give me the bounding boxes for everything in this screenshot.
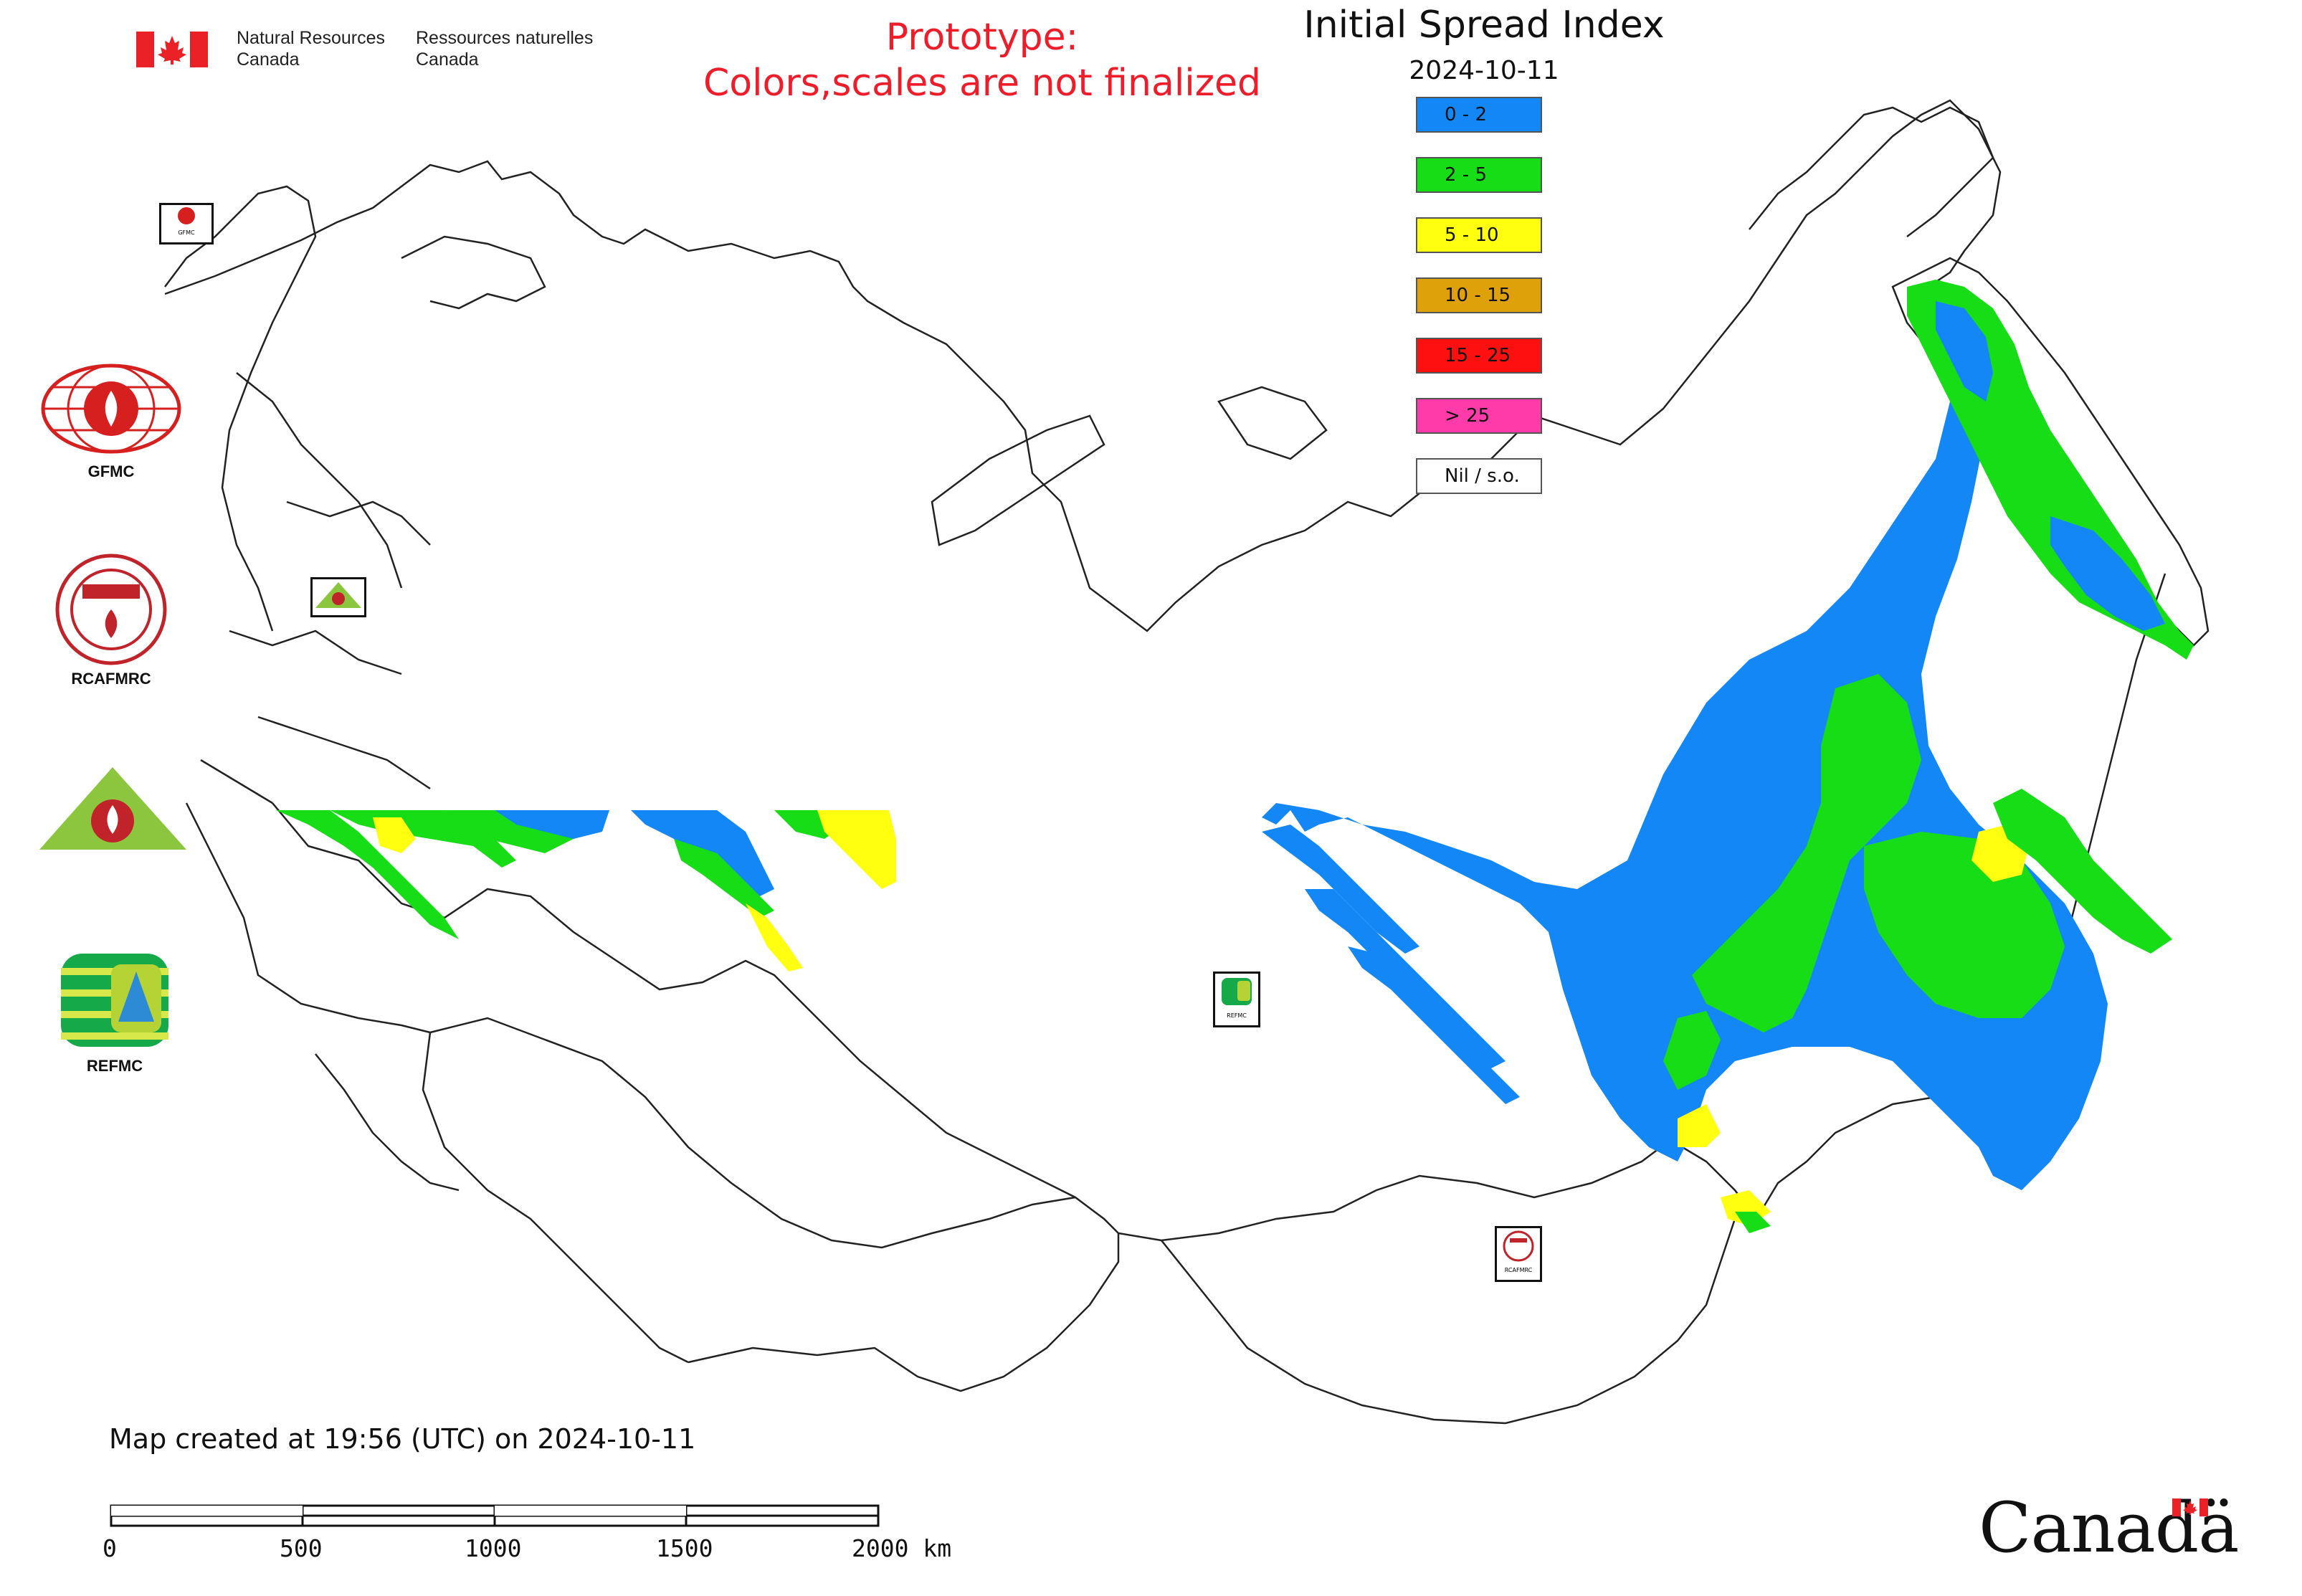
- prototype-notice: Prototype: Colors,scales are not finaliz…: [703, 16, 1262, 105]
- gfmc-logo: GFMC: [39, 362, 183, 481]
- rcafmrc-map-marker[interactable]: RCAFMRC: [1495, 1226, 1542, 1282]
- scale-bar: [110, 1504, 880, 1527]
- legend-item: 15 - 25: [1416, 338, 1542, 374]
- legend-item: 10 - 15: [1416, 277, 1542, 313]
- refmc-mini-icon: [1222, 978, 1252, 1005]
- reefmc-logo: [36, 764, 190, 871]
- rcafmrc-label: RCAFMRC: [71, 670, 151, 688]
- rcafmrc-logo: RCAFMRC: [54, 552, 168, 688]
- canada-wordmark-flag-icon: [2172, 1498, 2208, 1516]
- map-created-note: Map created at 19:56 (UTC) on 2024-10-11: [109, 1423, 696, 1455]
- scale-tick-label: 500: [280, 1534, 323, 1562]
- refmc-emblem-icon: [61, 954, 168, 1047]
- legend-item: Nil / s.o.: [1416, 458, 1542, 494]
- map-date: 2024-10-11: [1409, 56, 1559, 85]
- refmc-logo: REFMC: [54, 946, 176, 1075]
- fire-index-overlay: [276, 280, 2194, 1233]
- gfmc-label: GFMC: [87, 462, 135, 480]
- refmc-map-marker[interactable]: REFMC: [1213, 972, 1260, 1027]
- canada-flag-icon: [136, 32, 208, 67]
- nrcan-signature: Natural Resources Canada Ressources natu…: [136, 27, 638, 77]
- legend-item: 5 - 10: [1416, 217, 1542, 253]
- reefmc-emblem-icon: [39, 767, 186, 868]
- legend: 0 - 2 2 - 5 5 - 10 10 - 15 15 - 25 > 25 …: [1416, 97, 1545, 518]
- country-boundaries: [164, 99, 2210, 1425]
- agency-name-en: Natural Resources Canada: [237, 28, 386, 70]
- gfmc-mini-icon: [178, 207, 195, 224]
- legend-item: > 25: [1416, 398, 1542, 434]
- scale-tick-label: 1000: [465, 1534, 522, 1562]
- scale-tick-label: 2000 km: [852, 1534, 952, 1562]
- canada-wordmark: Canadä: [1979, 1488, 2239, 1568]
- gfmc-emblem-icon: [41, 364, 181, 454]
- map-title: Initial Spread Index: [1303, 4, 1665, 47]
- gfmc-map-marker[interactable]: GFMC: [159, 203, 214, 244]
- scale-tick-label: 0: [103, 1534, 117, 1562]
- scale-tick-label: 1500: [656, 1534, 713, 1562]
- rcafmrc-emblem-icon: [55, 554, 167, 665]
- agency-name-fr: Ressources naturelles Canada: [416, 28, 594, 70]
- refmc-label: REFMC: [86, 1057, 143, 1075]
- rcafmrc-mini-icon: [1503, 1230, 1534, 1262]
- legend-item: 0 - 2: [1416, 97, 1542, 133]
- reefmc-mini-icon: [315, 582, 361, 608]
- reefmc-map-marker[interactable]: [310, 577, 366, 617]
- legend-item: 2 - 5: [1416, 157, 1542, 193]
